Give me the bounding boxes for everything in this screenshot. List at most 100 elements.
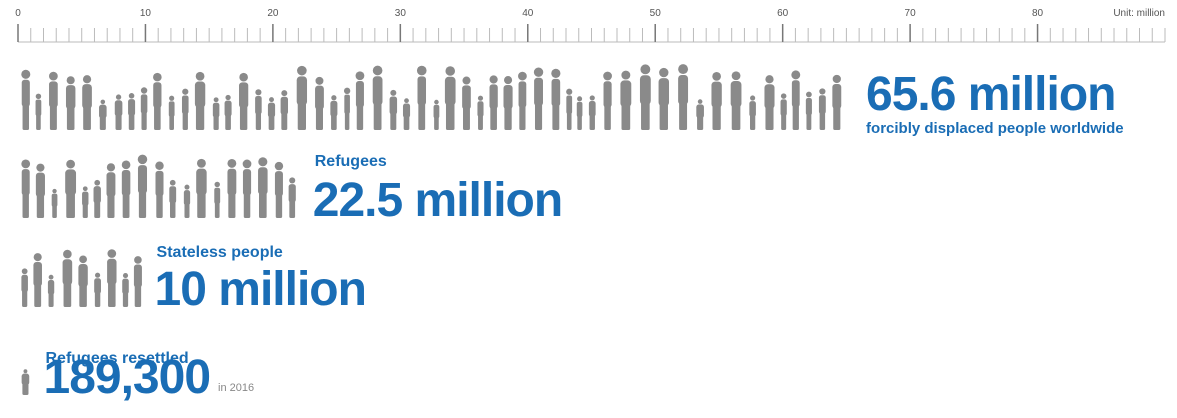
torso	[678, 75, 689, 105]
head	[255, 89, 262, 96]
head	[196, 158, 206, 168]
torso	[35, 99, 42, 116]
head	[115, 94, 122, 100]
head	[566, 88, 573, 95]
legs	[195, 103, 205, 130]
torso	[462, 85, 471, 110]
torso	[212, 102, 220, 118]
torso	[93, 186, 101, 204]
legs	[83, 105, 91, 130]
legs	[239, 104, 248, 130]
legs	[108, 280, 116, 307]
legs	[122, 291, 129, 307]
legs	[819, 111, 826, 130]
head	[577, 96, 583, 102]
legs	[604, 103, 611, 130]
legs	[182, 111, 188, 130]
legs	[138, 189, 147, 218]
legs	[107, 193, 115, 218]
head	[806, 91, 812, 98]
legs	[344, 110, 350, 130]
head	[603, 71, 612, 81]
legs	[141, 110, 147, 130]
x-tick-label: 30	[395, 8, 407, 19]
head	[390, 89, 397, 96]
head	[214, 181, 220, 188]
torso	[417, 76, 427, 106]
value-label: 22.5 million	[313, 174, 562, 227]
legs	[577, 114, 582, 130]
legs	[82, 203, 88, 218]
x-tick-label: 60	[777, 8, 789, 19]
head	[239, 72, 248, 82]
legs	[49, 103, 57, 130]
legs	[225, 114, 231, 130]
legs	[34, 282, 42, 307]
head	[66, 76, 75, 85]
legs	[490, 105, 497, 130]
head	[518, 71, 527, 81]
torso	[267, 102, 276, 118]
head	[155, 161, 164, 170]
legs	[621, 103, 631, 130]
torso	[658, 78, 670, 107]
head	[678, 64, 689, 75]
value-label: 10 million	[155, 263, 366, 316]
legs	[184, 203, 190, 218]
torso	[818, 95, 826, 114]
torso	[49, 81, 58, 108]
head	[23, 369, 28, 374]
torso	[518, 81, 527, 108]
legs	[478, 114, 483, 130]
torso	[78, 263, 88, 288]
head	[21, 268, 28, 275]
x-tick-label: 50	[650, 8, 662, 19]
head	[227, 159, 237, 168]
torso	[153, 82, 162, 108]
legs	[214, 201, 220, 218]
head	[832, 74, 841, 84]
head	[48, 274, 54, 280]
torso	[133, 264, 142, 288]
head	[791, 70, 801, 80]
legs	[418, 101, 426, 130]
torso	[94, 278, 101, 294]
legs	[331, 114, 337, 130]
legs	[281, 112, 288, 130]
head	[82, 75, 92, 84]
torso	[258, 167, 268, 195]
legs	[552, 102, 560, 130]
torso	[239, 82, 249, 109]
legs	[749, 114, 756, 130]
legs	[122, 192, 130, 218]
torso	[106, 172, 116, 197]
legs	[22, 289, 28, 307]
legs	[833, 105, 841, 130]
legs	[373, 101, 382, 130]
torso	[780, 99, 787, 116]
torso	[99, 104, 107, 119]
category-label: Refugees	[315, 153, 387, 170]
torso	[224, 100, 232, 117]
legs	[659, 102, 668, 130]
head	[355, 71, 365, 81]
legs	[315, 106, 323, 130]
head	[274, 161, 284, 171]
torso	[588, 101, 596, 117]
legs	[99, 116, 106, 130]
head	[621, 70, 631, 80]
legs	[213, 115, 219, 130]
torso	[114, 100, 123, 117]
torso	[764, 84, 775, 109]
head	[106, 163, 116, 172]
head	[462, 76, 471, 85]
axis-unit-label: Unit: million	[1113, 8, 1165, 19]
head	[712, 72, 721, 81]
x-tick-label: 20	[267, 8, 279, 19]
x-tick-label: 0	[15, 8, 21, 19]
legs	[169, 114, 174, 130]
head	[819, 88, 826, 95]
head	[94, 179, 101, 186]
head	[134, 256, 142, 264]
torso	[181, 95, 189, 115]
